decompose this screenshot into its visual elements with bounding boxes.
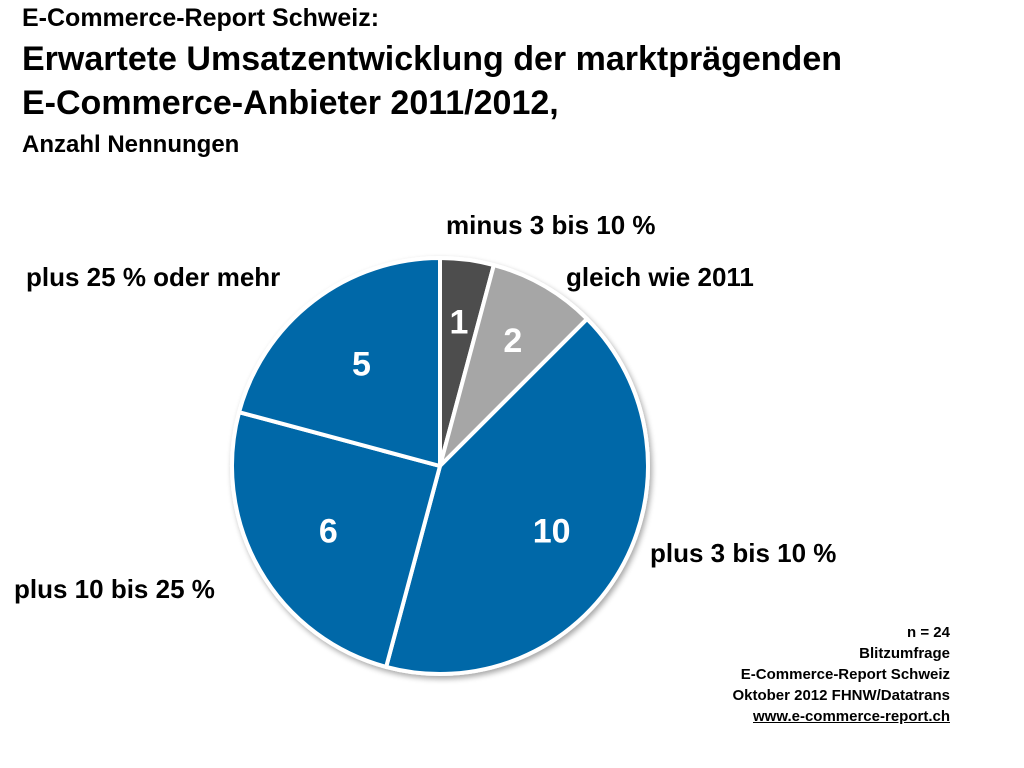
slice-label-plus-3-bis-10: plus 3 bis 10 % [650, 538, 837, 568]
pie-slice-plus-10-bis-25 [230, 410, 442, 669]
pie-slice-plus-25-oder-mehr [237, 256, 442, 468]
chart-subtitle: Anzahl Nennungen [22, 131, 240, 158]
slice-value-minus-3-bis-10: 1 [450, 304, 469, 342]
source-line-2: E-Commerce-Report Schweiz [740, 666, 950, 683]
source-line-3: Oktober 2012 FHNW/Datatrans [732, 687, 950, 704]
chart-title-line-1: Erwartete Umsatzentwicklung der marktprä… [22, 40, 843, 78]
slice-value-plus-10-bis-25: 6 [319, 512, 338, 550]
sample-size: n = 24 [907, 624, 950, 641]
slice-label-gleich-wie-2011: gleich wie 2011 [566, 262, 754, 292]
slice-label-minus-3-bis-10: minus 3 bis 10 % [446, 210, 656, 240]
pie-slice-gleich-wie-2011 [438, 263, 590, 468]
slice-value-plus-3-bis-10: 10 [533, 512, 571, 550]
pie-slices [230, 256, 650, 676]
slice-label-plus-10-bis-25: plus 10 bis 25 % [14, 574, 215, 604]
slice-value-plus-25-oder-mehr: 5 [352, 346, 371, 384]
source-line-1: Blitzumfrage [859, 645, 950, 662]
pie-slice-plus-3-bis-10 [384, 316, 650, 676]
slice-label-plus-25-oder-mehr: plus 25 % oder mehr [26, 262, 281, 292]
report-kicker: E-Commerce-Report Schweiz: [22, 4, 380, 32]
source-link[interactable]: www.e-commerce-report.ch [753, 708, 950, 725]
chart-title-line-2: E-Commerce-Anbieter 2011/2012, [22, 84, 559, 122]
slice-value-gleich-wie-2011: 2 [503, 322, 522, 360]
source-note: n = 24 Blitzumfrage E-Commerce-Report Sc… [732, 622, 950, 727]
